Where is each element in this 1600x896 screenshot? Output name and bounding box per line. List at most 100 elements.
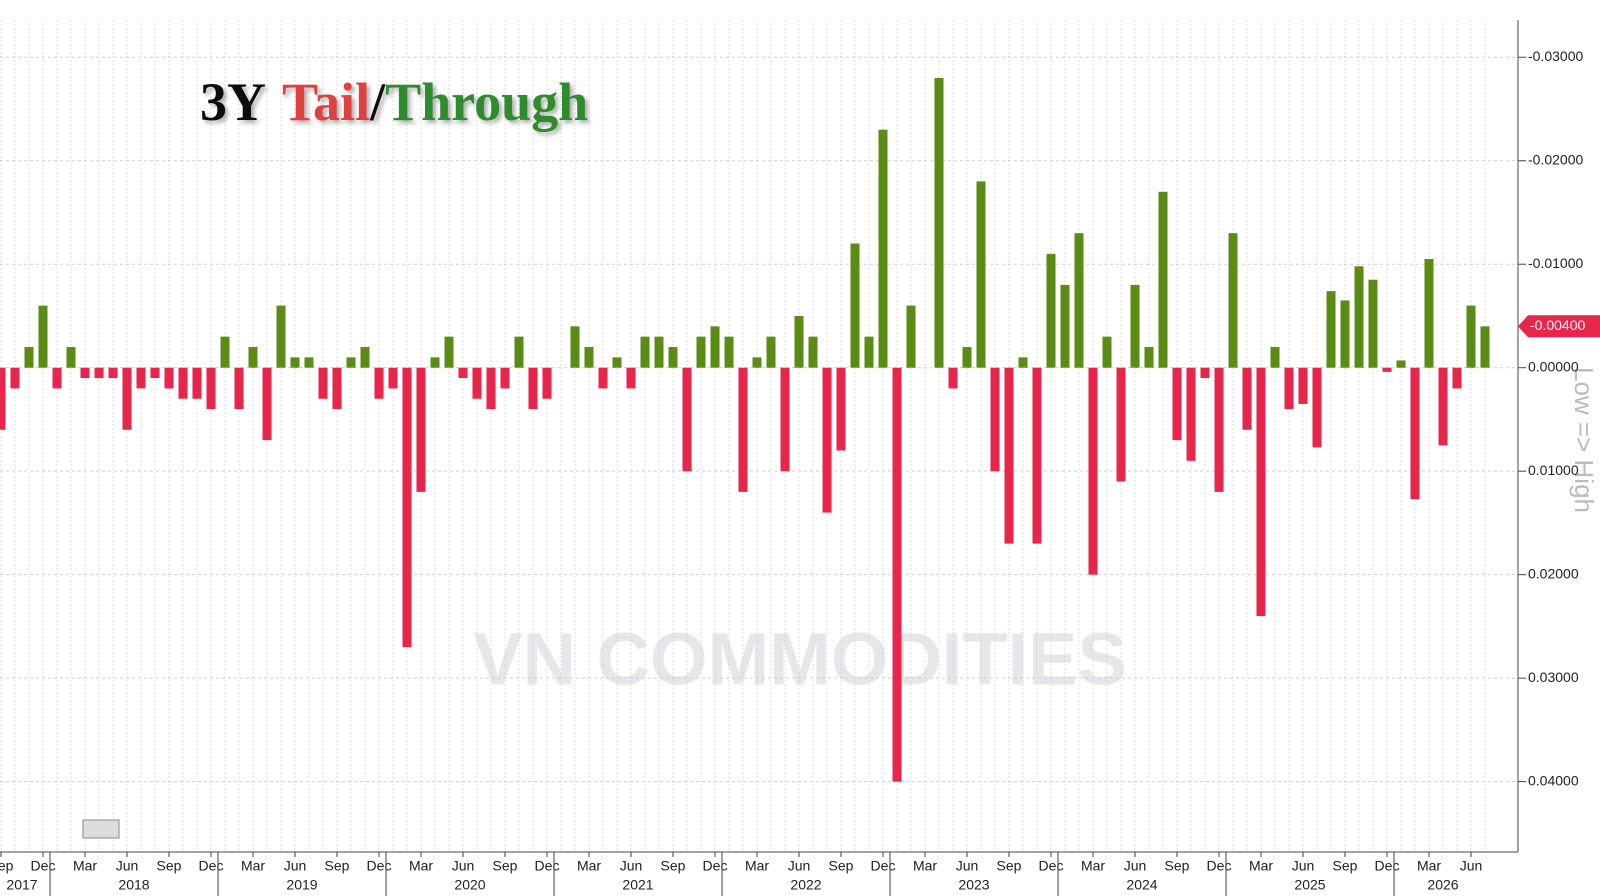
year-label: 2018 xyxy=(118,877,149,893)
x-tick-label: Jun xyxy=(788,858,811,874)
title-part: Tail xyxy=(282,72,370,132)
bar xyxy=(1214,367,1224,492)
x-tick-label: Jun xyxy=(620,858,643,874)
bar xyxy=(1382,367,1392,372)
x-tick-label: Dec xyxy=(31,858,56,874)
x-tick-label: Sep xyxy=(157,858,182,874)
bar xyxy=(878,129,888,368)
bar xyxy=(864,336,874,368)
x-tick-label: Sep xyxy=(997,858,1022,874)
bar xyxy=(976,181,986,368)
y-tick-label: -0.02000 xyxy=(1528,151,1583,167)
bar xyxy=(262,367,272,441)
bar xyxy=(122,367,132,430)
bar xyxy=(1004,367,1014,544)
bar xyxy=(108,367,118,379)
bar xyxy=(1060,284,1070,368)
bar xyxy=(1158,191,1168,368)
year-label: 2025 xyxy=(1294,877,1325,893)
bar xyxy=(1200,367,1210,379)
bar xyxy=(668,347,678,368)
x-tick-label: Mar xyxy=(1081,858,1105,874)
bar xyxy=(1368,279,1378,368)
bar xyxy=(1452,367,1462,389)
bar xyxy=(906,305,916,368)
x-tick-label: Jun xyxy=(452,858,475,874)
bar xyxy=(1256,367,1266,617)
bar xyxy=(1396,360,1406,368)
bar xyxy=(766,336,776,368)
bar xyxy=(542,367,552,399)
year-label: 2021 xyxy=(622,877,653,893)
x-tick-label: Dec xyxy=(1207,858,1232,874)
x-tick-label: Jun xyxy=(284,858,307,874)
bar xyxy=(1466,305,1476,368)
bar xyxy=(990,367,1000,472)
icon xyxy=(82,819,120,839)
bar xyxy=(248,347,258,368)
bar xyxy=(948,367,958,389)
y-axis-note: Low => High xyxy=(1569,367,1599,513)
x-tick-label: Dec xyxy=(871,858,896,874)
bar xyxy=(962,347,972,368)
bar xyxy=(1284,367,1294,410)
x-tick-label: Jun xyxy=(1460,858,1483,874)
bar xyxy=(472,367,482,399)
x-tick-label: Dec xyxy=(535,858,560,874)
bar xyxy=(794,315,804,368)
bar xyxy=(1354,266,1364,368)
bar xyxy=(780,367,790,472)
year-label: 2020 xyxy=(454,877,485,893)
year-label: 2023 xyxy=(958,877,989,893)
bar xyxy=(220,336,230,368)
y-tick-label: 0.03000 xyxy=(1528,669,1579,685)
bar xyxy=(10,367,20,389)
bar xyxy=(136,367,146,389)
bar xyxy=(192,367,202,399)
bar xyxy=(458,367,468,379)
x-tick-label: Dec xyxy=(199,858,224,874)
bar xyxy=(850,243,860,368)
bar xyxy=(822,367,832,513)
bar xyxy=(1242,367,1252,430)
y-tick-label: 0.01000 xyxy=(1528,462,1579,478)
bar xyxy=(94,367,104,379)
bar xyxy=(1046,253,1056,368)
bar xyxy=(612,357,622,368)
bar xyxy=(570,326,580,368)
bar xyxy=(528,367,538,410)
x-tick-label: Sep xyxy=(493,858,518,874)
bar xyxy=(360,347,370,368)
bar xyxy=(696,336,706,368)
bar xyxy=(836,367,846,451)
bar xyxy=(1270,347,1280,368)
bar xyxy=(808,336,818,368)
bar xyxy=(1032,367,1042,544)
x-tick-label: Sep xyxy=(661,858,686,874)
bar xyxy=(430,357,440,368)
bar xyxy=(164,367,174,389)
bar xyxy=(584,347,594,368)
year-label: 2026 xyxy=(1427,877,1458,893)
bar xyxy=(1480,326,1490,368)
x-tick-label: Sep xyxy=(325,858,350,874)
year-label: 2024 xyxy=(1126,877,1157,893)
bar xyxy=(1186,367,1196,461)
watermark: VN COMMODITIES xyxy=(473,618,1127,701)
bar xyxy=(626,367,636,389)
bar xyxy=(514,336,524,368)
bar xyxy=(598,367,608,389)
bar xyxy=(52,367,62,389)
bar xyxy=(500,367,510,389)
year-label: 2017 xyxy=(6,877,37,893)
last-value-label: -0.00400 xyxy=(1530,317,1585,333)
x-tick-label: Mar xyxy=(241,858,265,874)
x-tick-label: Jun xyxy=(956,858,979,874)
bar xyxy=(276,305,286,368)
year-label: 2022 xyxy=(790,877,821,893)
x-tick-label: Mar xyxy=(913,858,937,874)
x-tick-label: Sep xyxy=(1333,858,1358,874)
chart-title: 3Y Tail/Through xyxy=(200,72,588,132)
x-tick-label: Mar xyxy=(1249,858,1273,874)
